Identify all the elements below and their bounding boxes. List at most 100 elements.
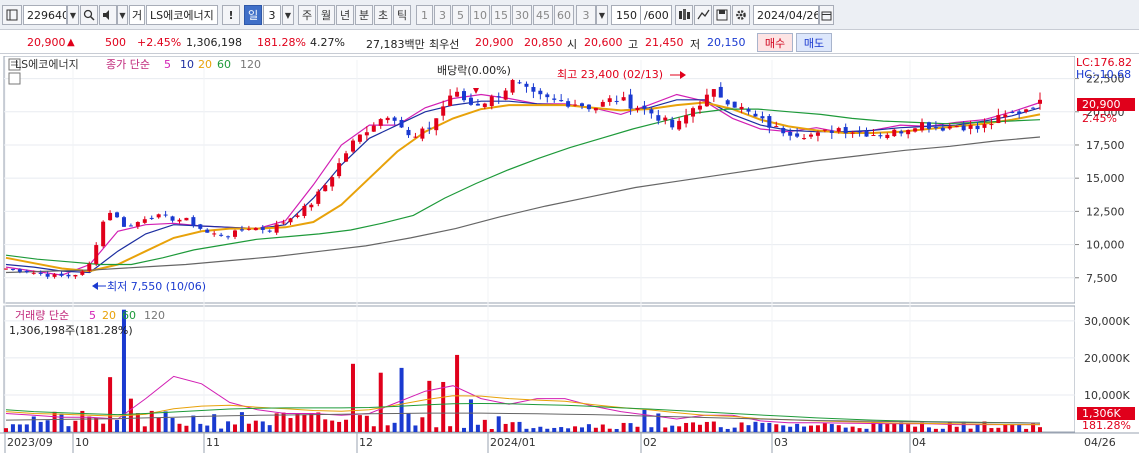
quote-bar: 20,900 ▲ 500 +2.45% 1,306,198 181.28% 4.… (0, 31, 1139, 54)
interval-button-45[interactable]: 45 (533, 5, 553, 25)
interval-value-field[interactable]: 3 (576, 5, 596, 25)
volume-bar (246, 423, 251, 432)
period-button-year[interactable]: 년 (336, 5, 354, 25)
volume-bar (649, 427, 654, 432)
volume-bar (829, 424, 834, 432)
volume-bar (385, 425, 390, 432)
grid-lines (4, 60, 1075, 432)
volume-bar (482, 419, 487, 432)
volume-bar (316, 412, 321, 432)
volume-bar (843, 427, 848, 432)
interval-button-1[interactable]: 1 (416, 5, 433, 25)
chart-settings-icon[interactable] (2, 5, 22, 25)
volume-bar (760, 422, 765, 432)
ma-line-60 (5, 108, 1041, 266)
volume-bar (1038, 427, 1042, 432)
info-button[interactable]: ! (222, 5, 240, 25)
candle-body (121, 217, 126, 227)
candle-body (614, 100, 619, 102)
candle-body (170, 216, 175, 221)
volume-bar (455, 354, 460, 432)
current-volume-tag (1077, 407, 1135, 420)
period-button-month[interactable]: 월 (317, 5, 335, 25)
speaker-dropdown-icon[interactable]: ▼ (117, 5, 128, 25)
ma-line-10 (5, 99, 1041, 274)
candle-body (926, 122, 931, 129)
volume-bar (337, 421, 342, 432)
candle-body (184, 217, 189, 221)
interval-dropdown-icon[interactable]: ▼ (596, 5, 608, 25)
volume-bar (94, 417, 99, 432)
interval-button-10[interactable]: 10 (470, 5, 490, 25)
interval-button-5[interactable]: 5 (452, 5, 469, 25)
period-dropdown-icon[interactable]: ▼ (282, 5, 294, 25)
candle-body (371, 125, 376, 132)
interval-button-60[interactable]: 60 (554, 5, 574, 25)
stock-name-field[interactable]: LS에코에너지 (146, 5, 218, 25)
volume-bar (600, 424, 605, 432)
candle-body (1010, 111, 1015, 113)
volume-bar (489, 429, 494, 432)
volume-bar (52, 411, 57, 432)
price-volume-chart[interactable]: 7,50010,00012,50015,00017,50020,00022,50… (0, 55, 1139, 453)
low-price: 20,150 (707, 36, 746, 49)
speaker-icon[interactable] (99, 5, 117, 25)
gear-icon[interactable] (732, 5, 750, 25)
chart-area[interactable]: 7,500 10,000 12,500 15,000 17,500 20,000 22,50… (0, 55, 1139, 453)
interval-button-30[interactable]: 30 (512, 5, 532, 25)
panel-toggle-icon[interactable] (8, 72, 21, 85)
candle-body (697, 105, 702, 110)
volume-bar (475, 424, 480, 432)
volume-bar (586, 424, 591, 432)
date-input[interactable]: 2024/04/26 (753, 5, 819, 25)
candle-body (468, 97, 473, 105)
candle-body (711, 89, 716, 97)
high-annotation: 최고 23,400 (02/13) (557, 68, 663, 81)
volume-bar (66, 426, 71, 432)
volume-bar (531, 428, 536, 432)
candle-body (87, 263, 92, 271)
search-icon[interactable] (80, 5, 98, 25)
sell-button[interactable]: 매도 (796, 33, 832, 52)
calendar-icon[interactable] (819, 5, 834, 25)
data-count-input[interactable]: 150 (611, 5, 641, 25)
volume-bar (309, 412, 314, 432)
volume-panel-title: 거래량 단순 (15, 309, 69, 322)
interval-button-3[interactable]: 3 (434, 5, 451, 25)
period-button-minute[interactable]: 분 (355, 5, 373, 25)
period-button-week[interactable]: 주 (298, 5, 316, 25)
period-count-field[interactable]: 3 (263, 5, 281, 25)
volume-bar (975, 424, 980, 432)
volume-bar (253, 420, 258, 432)
volume-bar (517, 421, 522, 432)
draw-tool-icon[interactable] (694, 5, 712, 25)
volume-summary: 1,306,198주(181.28%) (9, 324, 133, 337)
volume-bar (177, 423, 182, 432)
high-price: 21,450 (645, 36, 684, 49)
candle-body (337, 163, 342, 177)
buy-button[interactable]: 매수 (757, 33, 793, 52)
open-price: 20,600 (584, 36, 623, 49)
volume-bar (940, 428, 945, 432)
ma-60-label: 60 (217, 58, 231, 71)
volume-bar (524, 428, 529, 432)
period-button-second[interactable]: 초 (374, 5, 392, 25)
volume-bar (607, 428, 612, 432)
low-annotation: 최저 7,550 (10/06) (107, 280, 206, 293)
zoom-tool-icon[interactable] (675, 5, 693, 25)
candle-body (718, 86, 723, 98)
save-icon[interactable] (713, 5, 731, 25)
code-dropdown-icon[interactable]: ▼ (67, 5, 79, 25)
volume-bar (170, 418, 175, 432)
candle-body (267, 230, 272, 232)
volume-bar (899, 422, 904, 432)
period-button-tick[interactable]: 틱 (393, 5, 411, 25)
candle-body (906, 130, 911, 135)
candle-body (246, 228, 251, 230)
interval-button-15[interactable]: 15 (491, 5, 511, 25)
candle-body (524, 83, 529, 87)
candle-body (545, 94, 550, 98)
stock-code-input[interactable]: 229640 (23, 5, 67, 25)
period-button-day[interactable]: 일 (244, 5, 262, 25)
volume-ma-line-20 (5, 395, 1040, 426)
